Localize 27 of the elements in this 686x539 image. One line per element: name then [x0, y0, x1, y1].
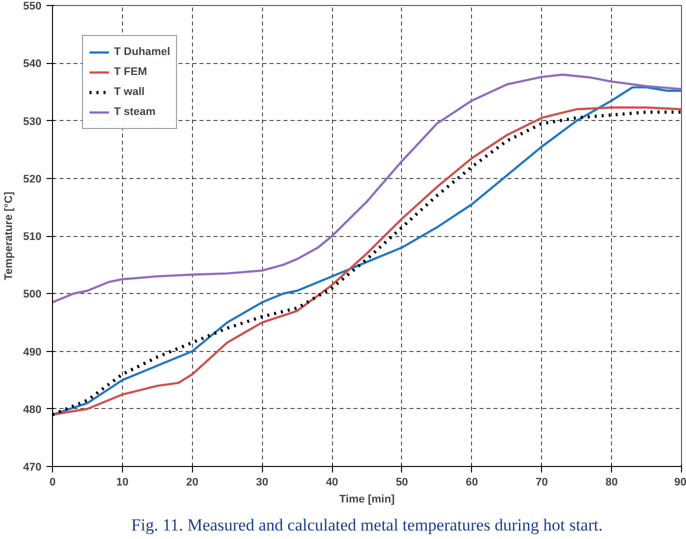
caption: Fig. 11. Measured and calculated metal temperatures during hot start. — [131, 516, 603, 534]
y-tick-label: 530 — [23, 116, 42, 128]
y-axis-title: Temperature [°C] — [3, 191, 16, 280]
y-tick-label: 500 — [23, 288, 42, 301]
y-tick-label: 540 — [23, 58, 42, 70]
line-series — [52, 74, 682, 304]
x-tick-label: 90 — [674, 476, 686, 488]
x-tick-label: 50 — [396, 476, 408, 488]
y-tick-label: 510 — [23, 231, 42, 243]
legend-label: T FEM — [114, 66, 147, 78]
y-tick-label: 520 — [23, 173, 42, 186]
y-tick-label: 550 — [23, 0, 42, 12]
x-tick-label: 60 — [466, 476, 478, 488]
y-tick-label: 480 — [23, 404, 42, 416]
x-tick-label: 30 — [256, 476, 268, 488]
legend-label: T Duhamel — [114, 46, 170, 58]
y-tick-label: 470 — [23, 462, 42, 474]
x-axis-title: Time [min] — [339, 494, 396, 506]
legend-label: T steam — [114, 106, 156, 118]
x-tick-label: 20 — [186, 476, 198, 488]
x-tick-label: 70 — [536, 476, 548, 488]
x-tick-label: 0 — [49, 476, 56, 488]
x-tick-label: 40 — [326, 476, 338, 488]
legend-label: T wall — [114, 86, 145, 98]
x-tick-label: 10 — [116, 476, 129, 488]
x-tick-label: 80 — [605, 476, 618, 488]
y-tick-label: 490 — [23, 346, 42, 358]
